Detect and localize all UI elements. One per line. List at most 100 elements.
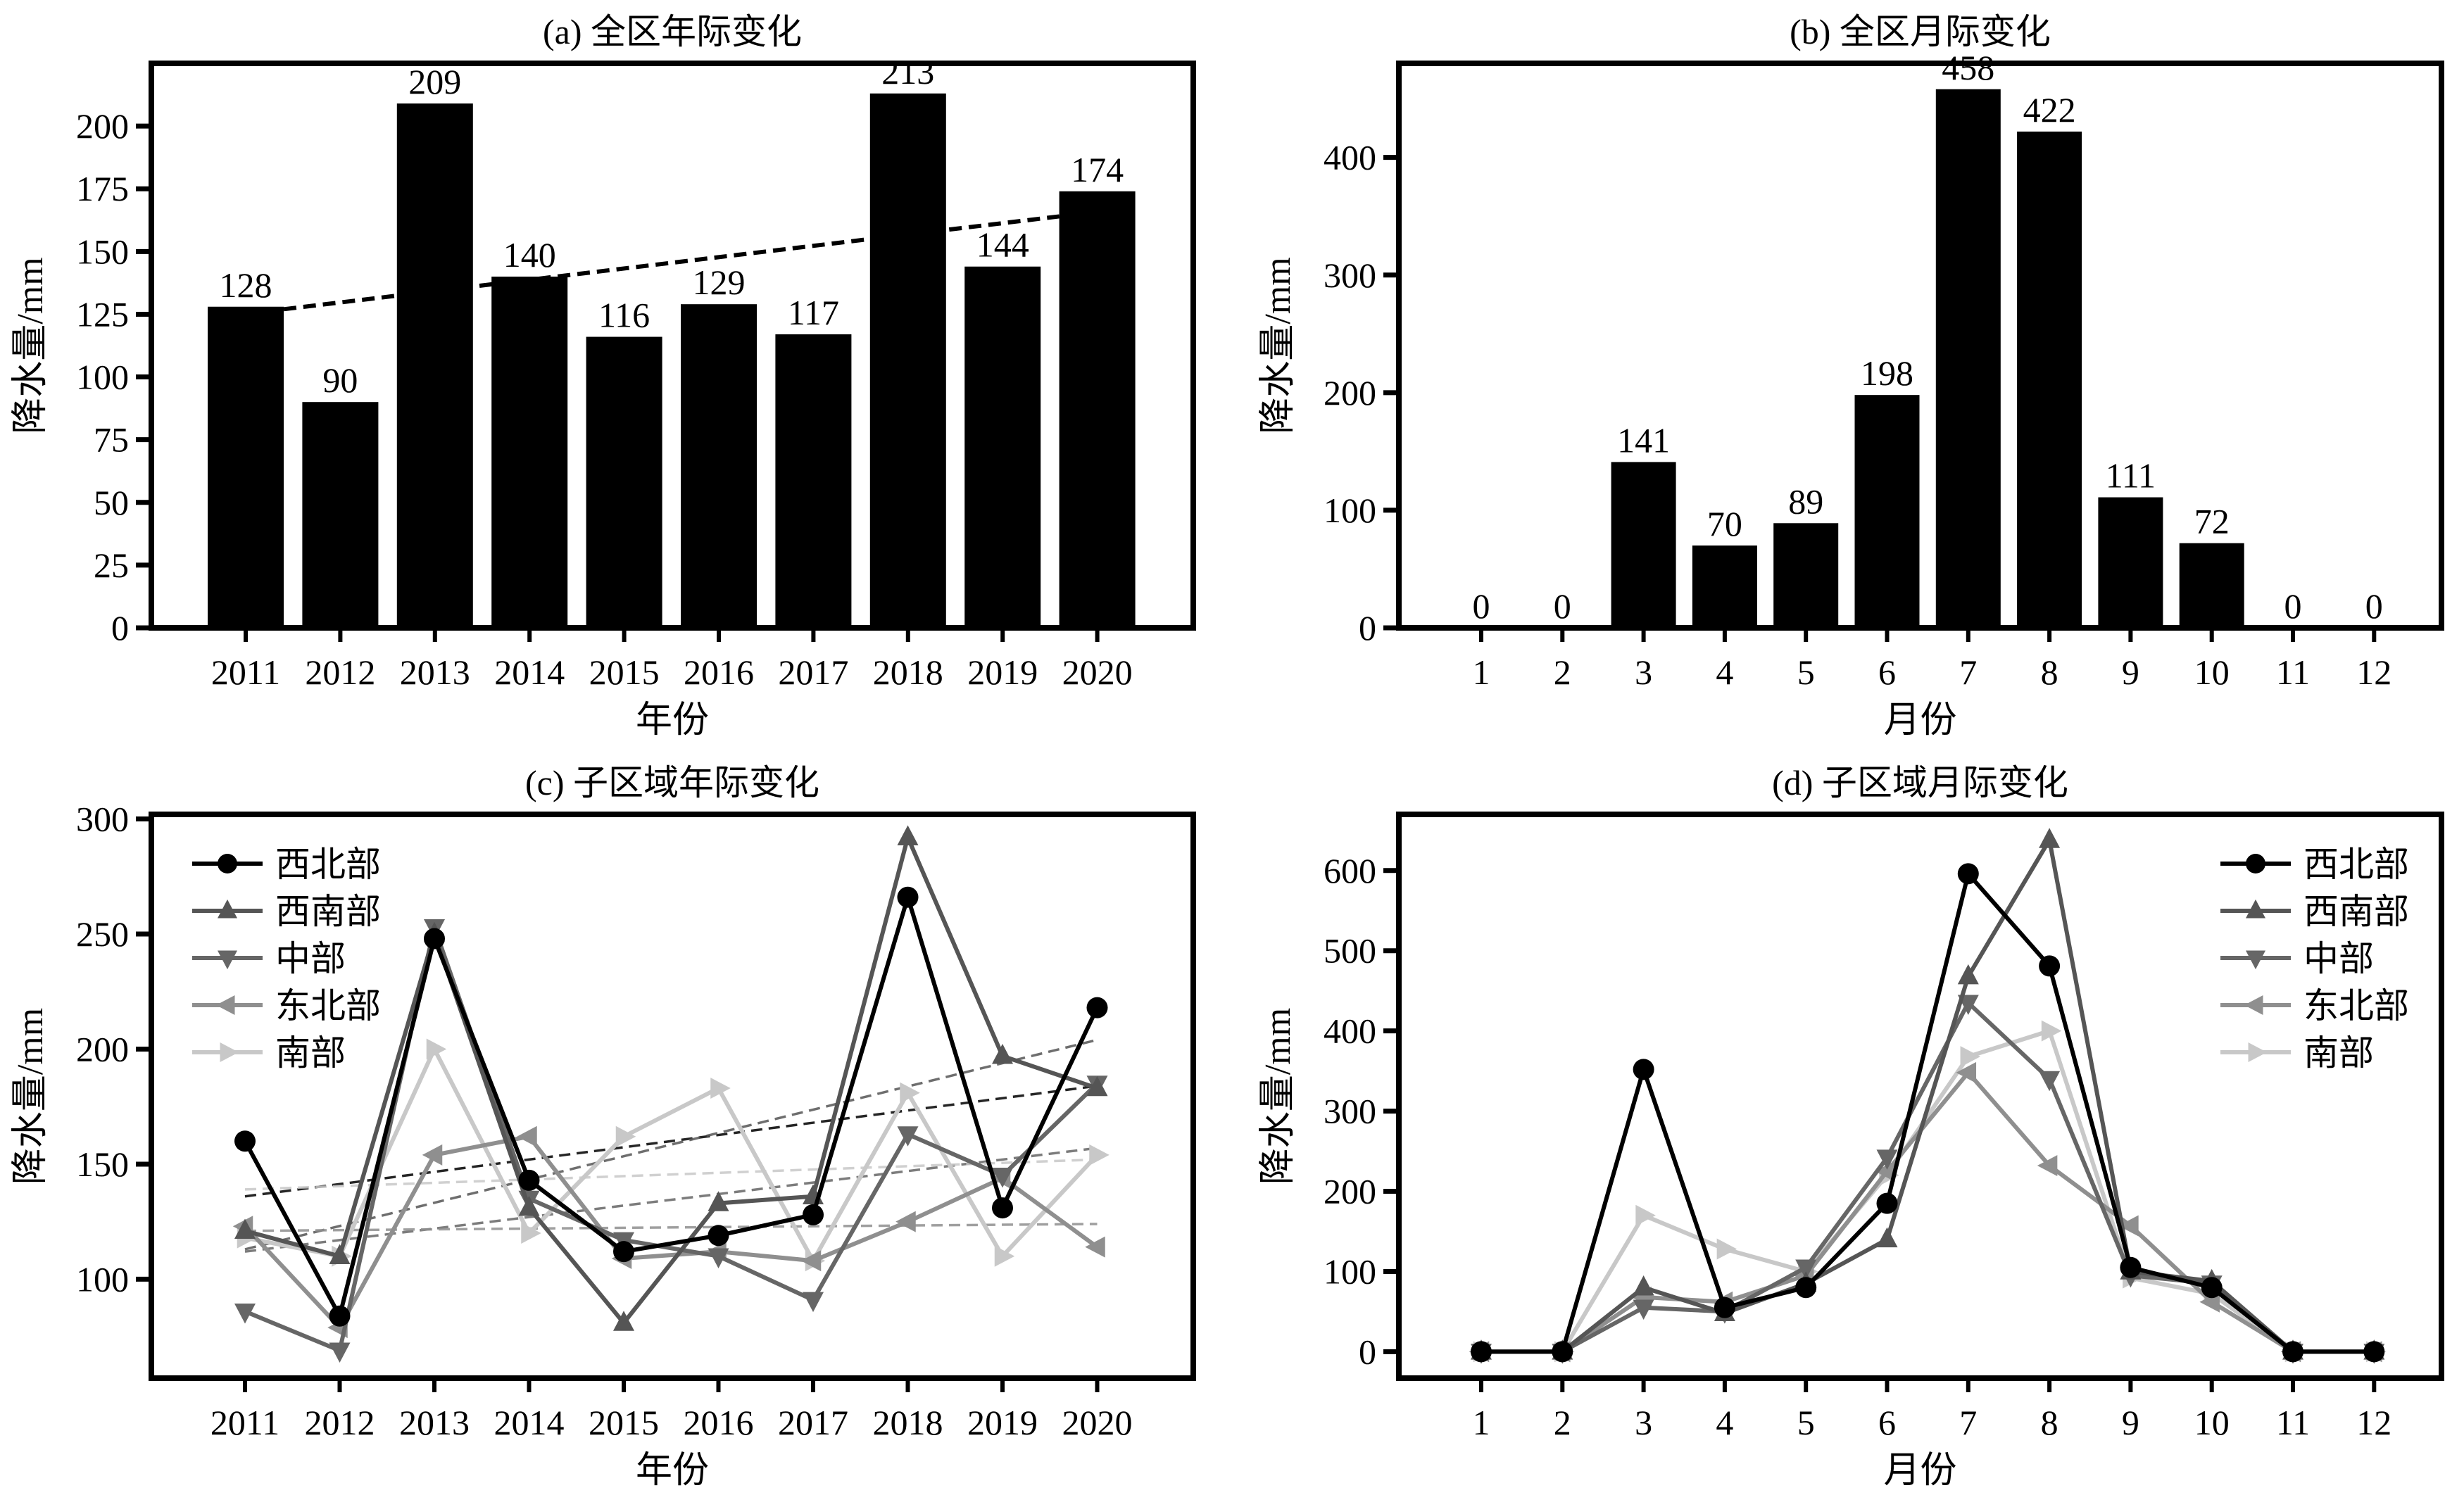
- series-line: [243, 1134, 1099, 1330]
- x-axis-label: 年份: [636, 700, 709, 740]
- marker-triangle-down: [218, 950, 237, 970]
- legend-label: 西北部: [2303, 845, 2409, 884]
- y-tick-label: 50: [94, 483, 129, 522]
- x-tick-label: 3: [1635, 652, 1652, 692]
- legend-label: 西南部: [275, 892, 381, 931]
- chart-title: (b) 全区月际变化: [1790, 12, 2051, 51]
- marker-circle: [708, 1225, 729, 1247]
- marker-triangle-down: [234, 1303, 256, 1324]
- y-axis-label: 降水量/mm: [1258, 1008, 1298, 1185]
- legend-label: 中部: [275, 939, 346, 978]
- marker-triangle-right: [220, 1042, 239, 1062]
- marker-triangle-right: [1960, 1046, 1981, 1068]
- marker-circle: [803, 1204, 824, 1225]
- x-tick-label: 1: [1473, 1403, 1490, 1442]
- y-tick-label: 200: [76, 106, 129, 146]
- x-tick-label: 2019: [967, 1403, 1038, 1442]
- marker-triangle-up: [897, 825, 919, 845]
- legend-label: 西北部: [275, 845, 381, 884]
- y-tick-label: 500: [1324, 931, 1376, 971]
- marker-triangle-up: [992, 1044, 1013, 1064]
- trend-line: [244, 1223, 1098, 1232]
- marker-triangle-left: [2244, 995, 2263, 1015]
- chart-title: (d) 子区域月际变化: [1772, 763, 2068, 802]
- marker-circle: [218, 854, 237, 873]
- marker-triangle-down: [1795, 1259, 1817, 1280]
- marker-triangle-down: [708, 1248, 729, 1268]
- marker-triangle-right: [1716, 1238, 1737, 1260]
- marker-circle: [234, 1130, 256, 1152]
- bar: [964, 266, 1041, 629]
- marker-triangle-left: [2118, 1215, 2139, 1237]
- x-tick-label: 5: [1797, 1403, 1815, 1442]
- series-line: [1481, 871, 2375, 1354]
- legend-item: 中部: [2220, 939, 2374, 978]
- y-tick-label: 75: [94, 420, 129, 460]
- marker-triangle-right: [521, 1223, 541, 1244]
- bar-data-label: 129: [693, 263, 746, 302]
- marker-circle: [2201, 1277, 2223, 1299]
- trend-line: [283, 214, 1060, 312]
- bar: [775, 334, 852, 628]
- x-tick-label: 4: [1716, 652, 1733, 692]
- marker-triangle-left: [517, 1125, 537, 1147]
- marker-triangle-right: [2041, 1020, 2062, 1042]
- bar: [1854, 395, 1920, 628]
- x-tick-label: 4: [1716, 1403, 1733, 1442]
- x-tick-label: 11: [2276, 652, 2310, 692]
- marker-triangle-up: [2246, 899, 2265, 919]
- marker-triangle-right: [710, 1078, 731, 1099]
- bar-data-label: 70: [1707, 504, 1742, 543]
- bar-data-label: 0: [2284, 586, 2302, 626]
- x-tick-label: 7: [1959, 652, 1977, 692]
- series-line: [244, 835, 1098, 1325]
- chart-title: (a) 全区年际变化: [543, 12, 802, 51]
- bar-data-label: 209: [408, 62, 461, 101]
- bar: [2098, 497, 2163, 628]
- x-tick-label: 2011: [211, 652, 280, 692]
- marker-circle: [613, 1241, 634, 1263]
- x-tick-label: 2013: [399, 1403, 470, 1442]
- marker-triangle-left: [895, 1211, 916, 1232]
- bar-data-label: 140: [503, 235, 556, 275]
- marker-triangle-up: [1876, 1227, 1898, 1248]
- y-tick-label: 200: [76, 1029, 129, 1068]
- marker-circle: [2039, 955, 2061, 977]
- x-tick-label: 12: [2356, 1403, 2391, 1442]
- x-tick-label: 2014: [494, 1403, 565, 1442]
- bar: [2017, 131, 2082, 629]
- marker-triangle-down: [329, 1342, 351, 1363]
- marker-triangle-left: [1956, 1061, 1977, 1083]
- x-tick-label: 2016: [684, 652, 754, 692]
- legend-item: 西南部: [192, 892, 381, 931]
- y-tick-label: 100: [1324, 491, 1376, 530]
- bar-data-label: 128: [220, 265, 272, 305]
- marker-triangle-right: [426, 1038, 447, 1060]
- bar-data-label: 422: [2023, 90, 2076, 130]
- legend-item: 东北部: [2220, 986, 2409, 1026]
- marker-triangle-up: [1086, 1075, 1108, 1097]
- y-tick-label: 0: [1359, 1332, 1376, 1371]
- marker-circle: [2282, 1341, 2303, 1363]
- plot-frame: [149, 61, 1196, 631]
- y-tick-label: 0: [111, 608, 129, 648]
- y-axis-label: 降水量/mm: [11, 1008, 51, 1185]
- bar: [491, 276, 568, 628]
- marker-triangle-down: [2039, 1071, 2061, 1092]
- bar-data-label: 198: [1861, 353, 1913, 393]
- marker-circle: [1471, 1341, 1492, 1363]
- marker-circle: [424, 928, 445, 950]
- y-tick-label: 300: [76, 800, 129, 839]
- series-line: [1481, 1070, 2375, 1354]
- panel-a-annual-total: (a) 全区年际变化 0 25 50 75 100 125 150 175 200 2011 2012…: [11, 12, 1196, 740]
- bar: [1773, 523, 1839, 628]
- marker-triangle-right: [1635, 1204, 1656, 1226]
- y-tick-label: 400: [1324, 1011, 1376, 1051]
- legend-label: 中部: [2303, 939, 2374, 978]
- y-tick-label: 200: [1324, 1172, 1376, 1211]
- bar-data-label: 90: [322, 360, 358, 400]
- marker-triangle-right: [615, 1125, 636, 1147]
- x-tick-label: 1: [1473, 652, 1490, 692]
